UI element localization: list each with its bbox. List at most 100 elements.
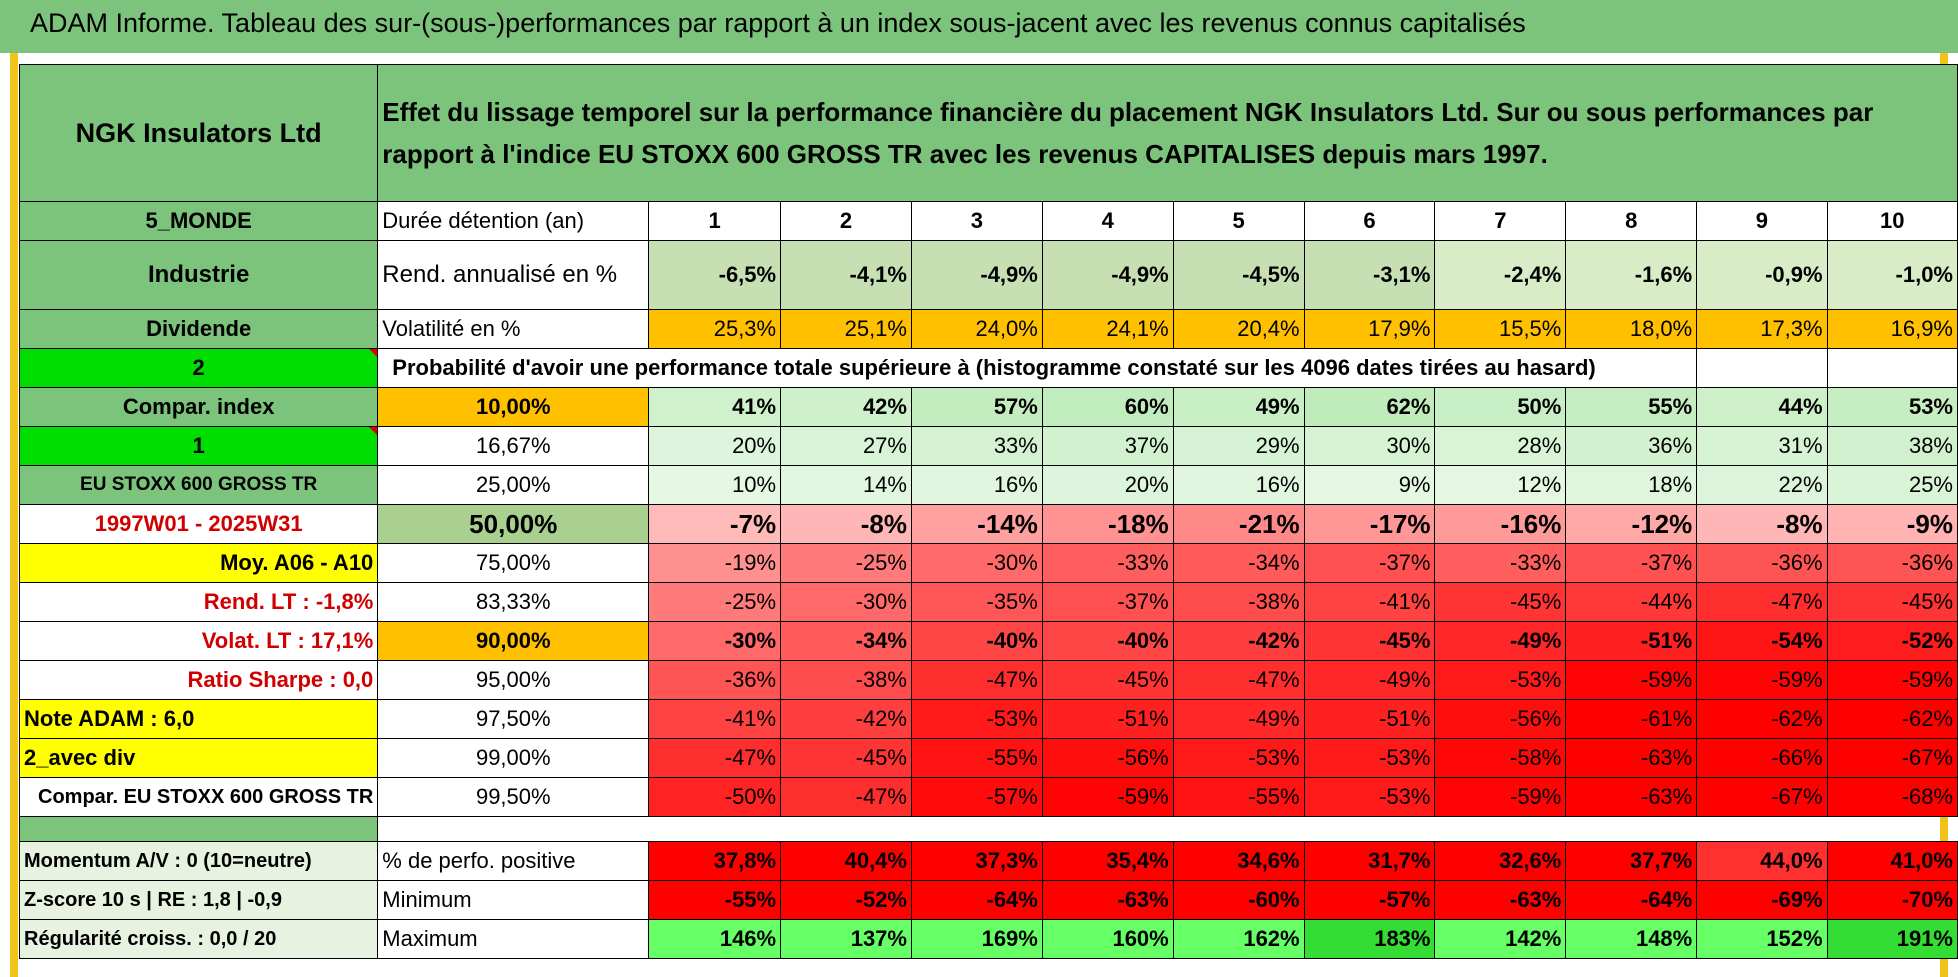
- avec-div-label: 2_avec div: [18, 738, 379, 778]
- year-header-cell: 6: [1303, 201, 1436, 241]
- probability-value-cell: 30%: [1303, 426, 1436, 466]
- probability-value-cell: -53%: [1172, 738, 1305, 778]
- probability-value-cell: -42%: [780, 699, 912, 739]
- probability-value-cell: 33%: [910, 426, 1043, 466]
- dividend-label: Dividende: [18, 309, 379, 349]
- probability-value-cell: -62%: [1696, 699, 1828, 739]
- probability-value-cell: 12%: [1434, 465, 1567, 505]
- probability-value-cell: -47%: [780, 777, 912, 817]
- probability-value-cell: 37%: [1041, 426, 1174, 466]
- probability-value-cell: -51%: [1303, 699, 1436, 739]
- percentile-cell: 75,00%: [377, 543, 650, 583]
- probability-value-cell: -45%: [1826, 582, 1958, 622]
- probability-value-cell: -57%: [910, 777, 1043, 817]
- volatility-cell: 15,5%: [1434, 309, 1567, 349]
- probability-value-cell: 14%: [780, 465, 912, 505]
- probability-value-cell: -50%: [648, 777, 782, 817]
- probability-caption: Probabilité d'avoir une performance tota…: [377, 348, 1698, 388]
- rend-lt-label: Rend. LT : -1,8%: [18, 582, 379, 622]
- annual-return-cell: -6,5%: [648, 240, 782, 310]
- pct-positive-cell: 41,0%: [1826, 841, 1958, 881]
- annual-return-label: Rend. annualisé en %: [377, 240, 650, 310]
- probability-value-cell: -53%: [1303, 738, 1436, 778]
- probability-value-cell: 53%: [1826, 387, 1958, 427]
- probability-value-cell: 49%: [1172, 387, 1305, 427]
- volatility-cell: 17,9%: [1303, 309, 1436, 349]
- year-header-cell: 1: [648, 201, 782, 241]
- probability-value-cell: -36%: [648, 660, 782, 700]
- maximum-cell: 169%: [910, 919, 1043, 959]
- probability-value-cell: -30%: [780, 582, 912, 622]
- minimum-cell: -52%: [780, 880, 912, 920]
- probability-value-cell: -40%: [910, 621, 1043, 661]
- probability-value-cell: -33%: [1041, 543, 1174, 583]
- probability-value-cell: -21%: [1172, 504, 1305, 544]
- annual-return-cell: -1,6%: [1565, 240, 1698, 310]
- minimum-cell: -63%: [1041, 880, 1174, 920]
- empty-cell: [1826, 348, 1958, 388]
- maximum-cell: 183%: [1303, 919, 1436, 959]
- probability-value-cell: -54%: [1696, 621, 1828, 661]
- maximum-cell: 142%: [1434, 919, 1567, 959]
- pct-positive-cell: 40,4%: [780, 841, 912, 881]
- percentile-cell: 99,50%: [377, 777, 650, 817]
- probability-value-cell: -44%: [1565, 582, 1698, 622]
- probability-value-cell: -63%: [1565, 738, 1698, 778]
- maximum-cell: 146%: [648, 919, 782, 959]
- minimum-cell: -55%: [648, 880, 782, 920]
- probability-value-cell: 16%: [910, 465, 1043, 505]
- probability-value-cell: -36%: [1826, 543, 1958, 583]
- pct-positive-label: % de perfo. positive: [377, 841, 650, 881]
- probability-value-cell: -37%: [1303, 543, 1436, 583]
- minimum-cell: -60%: [1172, 880, 1305, 920]
- probability-value-cell: -19%: [648, 543, 782, 583]
- probability-value-cell: 41%: [648, 387, 782, 427]
- report-title: ADAM Informe. Tableau des sur-(sous-)per…: [30, 8, 1526, 38]
- probability-value-cell: -55%: [910, 738, 1043, 778]
- minimum-label: Minimum: [377, 880, 650, 920]
- minimum-cell: -64%: [910, 880, 1043, 920]
- spacer-row: [378, 817, 1958, 842]
- company-name: NGK Insulators Ltd: [18, 64, 379, 202]
- volatility-cell: 24,0%: [910, 309, 1043, 349]
- probability-value-cell: -61%: [1565, 699, 1698, 739]
- probability-value-cell: -45%: [1303, 621, 1436, 661]
- probability-value-cell: 22%: [1696, 465, 1828, 505]
- probability-value-cell: 28%: [1434, 426, 1567, 466]
- note-adam-label: Note ADAM : 6,0: [18, 699, 379, 739]
- pct-positive-cell: 32,6%: [1434, 841, 1567, 881]
- probability-value-cell: -59%: [1565, 660, 1698, 700]
- probability-value-cell: -9%: [1826, 504, 1958, 544]
- volatility-cell: 17,3%: [1696, 309, 1828, 349]
- minimum-cell: -64%: [1565, 880, 1698, 920]
- probability-value-cell: -62%: [1826, 699, 1958, 739]
- probability-value-cell: 27%: [780, 426, 912, 466]
- maximum-cell: 152%: [1696, 919, 1828, 959]
- probability-value-cell: -49%: [1303, 660, 1436, 700]
- probability-value-cell: -52%: [1826, 621, 1958, 661]
- probability-value-cell: -36%: [1696, 543, 1828, 583]
- percentile-cell: 16,67%: [377, 426, 650, 466]
- probability-value-cell: -16%: [1434, 504, 1567, 544]
- value-two-cell: 2: [18, 348, 379, 388]
- probability-value-cell: -56%: [1041, 738, 1174, 778]
- probability-value-cell: -37%: [1041, 582, 1174, 622]
- probability-value-cell: -45%: [1041, 660, 1174, 700]
- annual-return-cell: -0,9%: [1696, 240, 1828, 310]
- probability-value-cell: 29%: [1172, 426, 1305, 466]
- probability-value-cell: -12%: [1565, 504, 1698, 544]
- probability-value-cell: -51%: [1565, 621, 1698, 661]
- probability-value-cell: -14%: [910, 504, 1043, 544]
- annual-return-cell: -2,4%: [1434, 240, 1567, 310]
- minimum-cell: -57%: [1303, 880, 1436, 920]
- empty-cell: [1696, 348, 1828, 388]
- momentum-label: Momentum A/V : 0 (10=neutre): [18, 841, 379, 881]
- zscore-label: Z-score 10 s | RE : 1,8 | -0,9: [18, 880, 379, 920]
- probability-value-cell: 20%: [1041, 465, 1174, 505]
- pct-positive-cell: 34,6%: [1172, 841, 1305, 881]
- volatility-label: Volatilité en %: [377, 309, 650, 349]
- year-header-cell: 7: [1434, 201, 1567, 241]
- pct-positive-cell: 37,3%: [910, 841, 1043, 881]
- percentile-cell: 90,00%: [377, 621, 650, 661]
- compar-index-label: Compar. index: [18, 387, 379, 427]
